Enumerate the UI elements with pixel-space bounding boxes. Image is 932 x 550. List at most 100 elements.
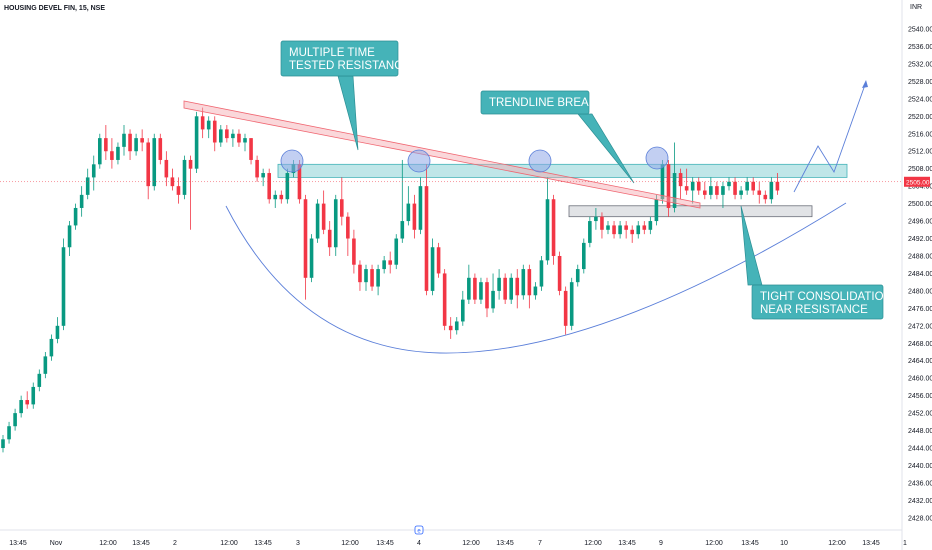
- y-tick-label: 2536.00: [908, 44, 932, 51]
- y-tick-label: 2516.00: [908, 131, 932, 138]
- candle-body: [340, 199, 344, 217]
- x-tick-label: 13:45: [496, 540, 514, 547]
- candle-body: [116, 146, 120, 160]
- y-tick-label: 2532.00: [908, 61, 932, 68]
- candle-body: [73, 207, 78, 226]
- callouts-layer[interactable]: MULTIPLE TIME TESTED RESISTANCE TRENDLINE …: [280, 40, 892, 320]
- price-axis[interactable]: 2428.00 2432.00 2436.00 2440.00 2444.00 2448.…: [0, 27, 932, 523]
- candle-body: [703, 190, 707, 195]
- y-tick-label: 2436.00: [908, 480, 932, 487]
- candle-body: [285, 173, 290, 200]
- candle-body: [600, 216, 604, 230]
- candle-body: [642, 225, 647, 230]
- candle-body: [503, 277, 507, 300]
- candle-body: [491, 290, 495, 309]
- candle-body: [775, 181, 780, 191]
- candle-body: [200, 116, 205, 130]
- candle-body: [454, 321, 459, 331]
- candle-body: [352, 238, 356, 265]
- candle-body: [448, 325, 453, 331]
- chart-settings-icon[interactable]: e: [414, 525, 424, 535]
- candle-body: [152, 138, 157, 187]
- y-tick-label: 2432.00: [908, 498, 932, 505]
- candle-body: [557, 255, 562, 291]
- rounding-bottom-curve: [225, 202, 847, 354]
- candle-body: [551, 199, 556, 256]
- y-tick-label: 2456.00: [908, 393, 932, 400]
- y-tick-label: 2428.00: [908, 515, 932, 522]
- candle-body: [594, 216, 598, 222]
- resistance-callout[interactable]: MULTIPLE TIME TESTED RESISTANCE: [280, 40, 411, 151]
- candle-body: [61, 247, 66, 326]
- candle-body: [364, 269, 368, 283]
- candle-body: [104, 138, 108, 152]
- candle-body: [721, 186, 725, 195]
- y-tick-label: 2488.00: [908, 253, 932, 260]
- candle-body: [418, 186, 423, 230]
- x-tick-label: 12:00: [584, 540, 602, 547]
- chart-title: HOUSING DEVEL FIN, 15, NSE: [4, 5, 105, 12]
- x-tick-label: 10: [780, 540, 788, 547]
- candle-body: [485, 282, 489, 309]
- candle-body: [273, 194, 278, 200]
- projection-path: [793, 81, 867, 193]
- resistance-callout-text: MULTIPLE TIME TESTED RESISTANCE: [289, 47, 411, 72]
- candle-body: [678, 173, 683, 187]
- x-tick-label: 3: [296, 540, 300, 547]
- y-tick-label: 2440.00: [908, 463, 932, 470]
- resistance-callout-box: [280, 40, 399, 77]
- candle-body: [473, 277, 477, 300]
- candle-body: [636, 225, 641, 235]
- y-tick-label: 2476.00: [908, 306, 932, 313]
- candle-body: [85, 177, 90, 195]
- consolidation-callout-text: TIGHT CONSOLIDATION NEAR RESISTANCE: [760, 291, 892, 316]
- x-tick-label: Nov: [50, 540, 63, 547]
- candle-body: [376, 269, 380, 287]
- candle-body: [545, 199, 550, 261]
- candle-body: [630, 229, 634, 235]
- candle-body: [164, 159, 169, 178]
- y-tick-label: 2464.00: [908, 358, 932, 365]
- candle-body: [110, 151, 114, 160]
- x-tick-label: 2: [173, 540, 177, 547]
- candle-body: [19, 400, 23, 414]
- candle-body: [98, 138, 102, 165]
- candle-body: [612, 225, 616, 235]
- y-tick-label: 2540.00: [908, 27, 932, 34]
- candle-body: [206, 120, 211, 130]
- candle-body: [745, 181, 749, 191]
- candle-body: [588, 221, 592, 243]
- time-axis[interactable]: 13:45 Nov 12:00 13:45 2 12:00 13:45 3 12:00 13:45…: [9, 540, 907, 547]
- descending-trendline: [183, 100, 701, 209]
- candle-body: [358, 264, 362, 283]
- y-tick-label: 2504.00: [908, 184, 932, 191]
- candle-body: [146, 142, 150, 187]
- y-tick-label: 2520.00: [908, 114, 932, 121]
- x-tick-label: 13:45: [618, 540, 636, 547]
- resistance-touch-marker: [528, 149, 552, 173]
- candle-body: [672, 173, 677, 208]
- y-tick-label: 2492.00: [908, 236, 932, 243]
- projection-arrowhead: [862, 80, 868, 88]
- x-tick-label: 12:00: [220, 540, 238, 547]
- candle-body: [225, 129, 229, 139]
- candle-body: [430, 247, 435, 291]
- consolidation-callout[interactable]: TIGHT CONSOLIDATION NEAR RESISTANCE: [740, 205, 892, 320]
- candle-body: [624, 225, 628, 230]
- trendline-callout[interactable]: TRENDLINE BREAK: [480, 90, 635, 184]
- candle-body: [79, 194, 84, 208]
- x-tick-label: 13:45: [132, 540, 150, 547]
- candle-body: [267, 173, 271, 200]
- x-tick-label: 13:45: [741, 540, 759, 547]
- candle-body: [237, 133, 241, 143]
- candle-body: [648, 221, 653, 230]
- y-tick-label: 2480.00: [908, 288, 932, 295]
- y-tick-label: 2468.00: [908, 341, 932, 348]
- candle-body: [733, 181, 737, 195]
- candle-body: [763, 194, 768, 200]
- candle-body: [134, 138, 138, 152]
- candle-body: [303, 199, 308, 278]
- candle-body: [412, 203, 417, 230]
- y-tick-label: 2512.00: [908, 149, 932, 156]
- y-tick-label: 2528.00: [908, 79, 932, 86]
